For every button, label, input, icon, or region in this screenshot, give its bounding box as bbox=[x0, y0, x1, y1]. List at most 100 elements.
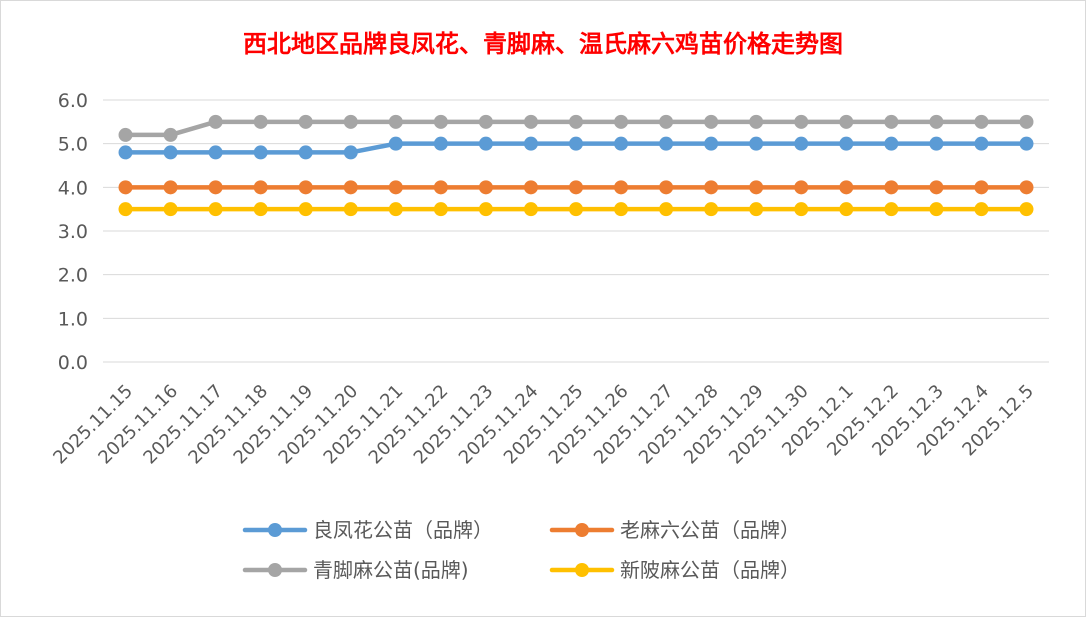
data-point bbox=[298, 114, 313, 129]
data-point bbox=[794, 180, 809, 195]
data-point bbox=[433, 180, 448, 195]
data-point bbox=[749, 114, 764, 129]
data-point bbox=[253, 180, 268, 195]
series-3 bbox=[118, 114, 1034, 142]
data-point bbox=[794, 136, 809, 151]
data-point bbox=[749, 180, 764, 195]
data-point bbox=[343, 202, 358, 217]
data-point bbox=[118, 127, 133, 142]
series-2 bbox=[118, 180, 1034, 195]
data-point bbox=[343, 180, 358, 195]
data-point bbox=[884, 136, 899, 151]
data-point bbox=[839, 180, 854, 195]
data-point bbox=[253, 114, 268, 129]
series-4 bbox=[118, 202, 1034, 217]
data-point bbox=[253, 202, 268, 217]
data-point bbox=[839, 114, 854, 129]
y-tick-label: 3.0 bbox=[58, 221, 88, 243]
data-point bbox=[208, 202, 223, 217]
data-point bbox=[614, 180, 629, 195]
data-point bbox=[614, 114, 629, 129]
legend-swatch-marker bbox=[268, 523, 282, 537]
data-point bbox=[163, 202, 178, 217]
data-point bbox=[929, 136, 944, 151]
data-point bbox=[523, 136, 538, 151]
data-point bbox=[659, 202, 674, 217]
data-point bbox=[704, 136, 719, 151]
data-point bbox=[1019, 114, 1034, 129]
data-point bbox=[208, 114, 223, 129]
data-point bbox=[523, 202, 538, 217]
data-point bbox=[839, 136, 854, 151]
data-point bbox=[433, 136, 448, 151]
data-point bbox=[974, 202, 989, 217]
data-point bbox=[839, 202, 854, 217]
data-point bbox=[569, 114, 583, 129]
data-point bbox=[388, 136, 403, 151]
y-axis-ticks: 0.0 1.0 2.0 3.0 4.0 5.0 6.0 bbox=[58, 90, 88, 374]
data-point bbox=[1019, 202, 1034, 217]
data-point bbox=[974, 114, 989, 129]
legend-item: 青脚麻公苗(品牌) bbox=[242, 558, 469, 582]
y-tick-label: 5.0 bbox=[58, 134, 88, 156]
data-point bbox=[884, 114, 899, 129]
legend-item: 良凤花公苗（品牌） bbox=[242, 518, 493, 542]
data-point bbox=[163, 127, 178, 142]
data-point bbox=[343, 145, 358, 160]
legend-item: 老麻六公苗（品牌） bbox=[549, 518, 800, 542]
data-point bbox=[163, 180, 178, 195]
legend-label: 青脚麻公苗(品牌) bbox=[313, 558, 469, 582]
data-point bbox=[433, 114, 448, 129]
data-point bbox=[704, 114, 719, 129]
data-point bbox=[1019, 136, 1034, 151]
data-point bbox=[478, 114, 493, 129]
legend-swatch-marker bbox=[575, 563, 589, 577]
y-tick-label: 6.0 bbox=[58, 90, 88, 112]
data-point bbox=[659, 136, 674, 151]
series-lines bbox=[118, 114, 1034, 217]
data-point bbox=[704, 202, 719, 217]
data-point bbox=[614, 136, 629, 151]
data-point bbox=[884, 202, 899, 217]
data-point bbox=[614, 202, 629, 217]
chart-title: 西北地区品牌良凤花、青脚麻、温氏麻六鸡苗价格走势图 bbox=[243, 30, 843, 58]
data-point bbox=[929, 202, 944, 217]
data-point bbox=[704, 180, 719, 195]
data-point bbox=[298, 145, 313, 160]
y-tick-label: 4.0 bbox=[58, 177, 88, 199]
data-point bbox=[1019, 180, 1034, 195]
data-point bbox=[929, 114, 944, 129]
data-point bbox=[884, 180, 899, 195]
data-point bbox=[929, 180, 944, 195]
legend-label: 老麻六公苗（品牌） bbox=[620, 518, 800, 542]
series-1 bbox=[118, 136, 1034, 160]
data-point bbox=[163, 145, 178, 160]
legend-label: 新陂麻公苗（品牌） bbox=[620, 558, 800, 582]
data-point bbox=[569, 180, 583, 195]
legend-item: 新陂麻公苗（品牌） bbox=[549, 558, 800, 582]
data-point bbox=[343, 114, 358, 129]
data-point bbox=[388, 180, 403, 195]
data-point bbox=[388, 114, 403, 129]
data-point bbox=[523, 114, 538, 129]
data-point bbox=[118, 145, 133, 160]
legend-swatch-marker bbox=[575, 523, 589, 537]
y-tick-label: 0.0 bbox=[58, 352, 88, 374]
data-point bbox=[523, 180, 538, 195]
data-point bbox=[433, 202, 448, 217]
data-point bbox=[478, 136, 493, 151]
legend-label: 良凤花公苗（品牌） bbox=[313, 518, 493, 542]
legend-swatch-marker bbox=[268, 563, 282, 577]
data-point bbox=[794, 202, 809, 217]
data-point bbox=[749, 202, 764, 217]
data-point bbox=[298, 180, 313, 195]
data-point bbox=[298, 202, 313, 217]
data-point bbox=[478, 180, 493, 195]
data-point bbox=[388, 202, 403, 217]
data-point bbox=[569, 202, 583, 217]
data-point bbox=[478, 202, 493, 217]
data-point bbox=[974, 136, 989, 151]
data-point bbox=[118, 202, 133, 217]
